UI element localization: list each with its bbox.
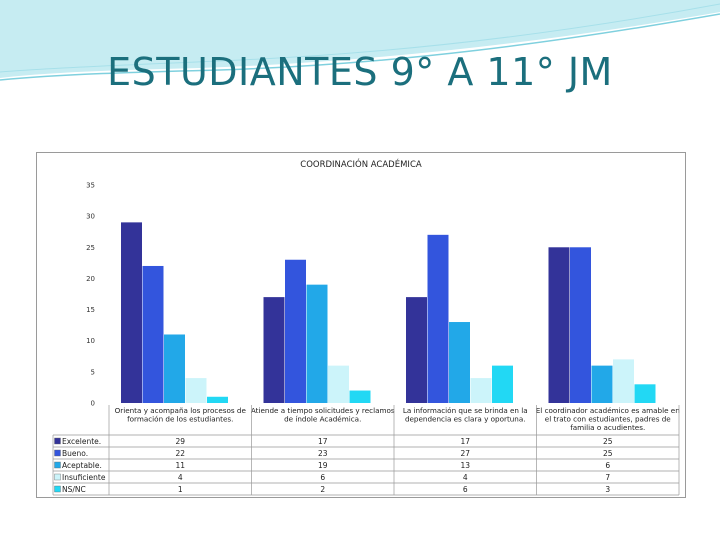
table-value: 11 xyxy=(175,461,185,470)
legend-swatch xyxy=(54,473,61,481)
category-label: de índole Académica. xyxy=(284,415,361,424)
chart-frame: COORDINACIÓN ACADÉMICA 0 5 10 15 20 25 30 35 Or… xyxy=(36,152,686,498)
bar-0-0 xyxy=(121,222,142,403)
y-tick-label: 35 xyxy=(86,182,95,190)
table-value: 23 xyxy=(318,449,328,458)
bar-1-2 xyxy=(427,234,449,403)
bar-4-2 xyxy=(492,365,513,403)
bar-3-3 xyxy=(613,359,634,403)
category-label: Orienta y acompaña los procesos de xyxy=(115,406,247,415)
table-value: 13 xyxy=(460,461,470,470)
category-label: dependencia es clara y oportuna. xyxy=(405,415,526,424)
y-tick-label: 10 xyxy=(86,337,95,345)
category-label: el trato con estudiantes, padres de xyxy=(545,415,672,424)
bar-4-1 xyxy=(349,390,371,403)
bar-4-3 xyxy=(634,384,656,403)
top-wave-line-2 xyxy=(0,3,720,73)
slide-title: ESTUDIANTES 9° A 11° JM xyxy=(107,50,613,94)
bar-3-2 xyxy=(470,378,492,403)
bar-4-0 xyxy=(207,396,228,403)
bar-2-2 xyxy=(449,322,470,403)
bar-3-0 xyxy=(185,378,207,403)
y-tick-label: 25 xyxy=(86,244,95,252)
legend-swatch xyxy=(54,461,61,469)
y-tick-label: 15 xyxy=(86,306,95,314)
legend-swatch xyxy=(54,449,61,457)
category-label: familia o acudientes. xyxy=(570,423,645,432)
bar-2-3 xyxy=(591,365,613,403)
table-value: 29 xyxy=(175,437,185,446)
category-label: La información que se brinda en la xyxy=(403,406,528,415)
legend-series-name: Insuficiente xyxy=(62,473,106,482)
category-label: Atiende a tiempo solicitudes y reclamos xyxy=(251,406,395,415)
table-value: 27 xyxy=(460,449,470,458)
chart-title: COORDINACIÓN ACADÉMICA xyxy=(300,158,422,170)
table-value: 22 xyxy=(175,449,185,458)
bar-2-0 xyxy=(164,334,185,403)
bar-0-3 xyxy=(548,247,570,403)
table-value: 6 xyxy=(605,461,610,470)
table-value: 3 xyxy=(605,485,610,494)
table-value: 25 xyxy=(603,449,613,458)
table-value: 6 xyxy=(463,485,468,494)
y-tick-label: 20 xyxy=(86,275,95,283)
y-tick-label: 5 xyxy=(91,368,95,376)
top-wave-line xyxy=(0,13,720,81)
bar-1-1 xyxy=(285,259,306,403)
table-value: 7 xyxy=(605,473,610,482)
bar-0-1 xyxy=(263,297,285,403)
top-wave-decoration xyxy=(0,0,720,78)
table-value: 1 xyxy=(178,485,183,494)
table-value: 4 xyxy=(178,473,183,482)
legend-series-name: Aceptable. xyxy=(62,461,102,470)
legend-series-name: Bueno. xyxy=(62,449,88,458)
table-value: 6 xyxy=(320,473,325,482)
category-label: El coordinador académico es amable en xyxy=(536,406,680,415)
legend-swatch xyxy=(54,485,61,493)
table-value: 17 xyxy=(460,437,470,446)
bar-2-1 xyxy=(306,284,328,403)
legend-series-name: Excelente. xyxy=(62,437,101,446)
y-tick-label: 30 xyxy=(86,213,95,221)
legend-swatch xyxy=(54,437,61,445)
table-value: 4 xyxy=(463,473,468,482)
table-value: 25 xyxy=(603,437,613,446)
chart-canvas: COORDINACIÓN ACADÉMICA 0 5 10 15 20 25 30 35 Or… xyxy=(52,158,680,496)
table-value: 19 xyxy=(318,461,328,470)
category-label: formación de los estudiantes. xyxy=(127,415,233,424)
bar-1-3 xyxy=(570,247,591,403)
bar-3-1 xyxy=(328,365,349,403)
y-tick-label: 0 xyxy=(91,400,95,408)
bar-1-0 xyxy=(142,265,164,403)
table-value: 17 xyxy=(318,437,328,446)
bar-0-2 xyxy=(406,297,427,403)
legend-series-name: NS/NC xyxy=(62,485,86,494)
table-value: 2 xyxy=(320,485,325,494)
